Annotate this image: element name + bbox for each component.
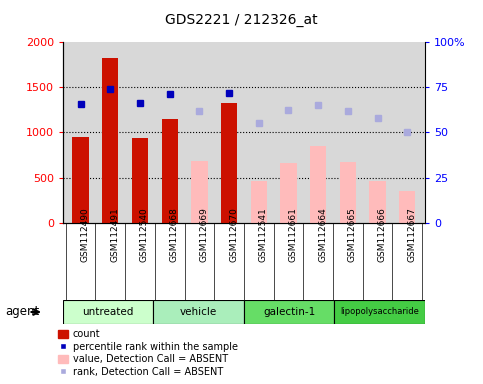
Text: agent: agent <box>5 306 39 318</box>
Text: GSM112661: GSM112661 <box>288 207 298 262</box>
Bar <box>221 103 237 223</box>
Text: GSM112664: GSM112664 <box>318 207 327 262</box>
Bar <box>369 181 386 223</box>
Text: GSM112667: GSM112667 <box>407 207 416 262</box>
Bar <box>244 300 334 324</box>
Text: GSM112669: GSM112669 <box>199 207 208 262</box>
Bar <box>399 191 415 223</box>
Bar <box>154 300 244 324</box>
Bar <box>335 300 425 324</box>
Text: galectin-1: galectin-1 <box>263 307 315 317</box>
Text: GSM112541: GSM112541 <box>259 207 268 262</box>
Bar <box>191 161 208 223</box>
Bar <box>280 163 297 223</box>
Legend: count, percentile rank within the sample, value, Detection Call = ABSENT, rank, : count, percentile rank within the sample… <box>58 329 238 377</box>
Bar <box>63 300 154 324</box>
Text: lipopolysaccharide: lipopolysaccharide <box>341 308 419 316</box>
Text: GSM112540: GSM112540 <box>140 207 149 262</box>
Text: GSM112668: GSM112668 <box>170 207 179 262</box>
Text: GSM112490: GSM112490 <box>81 207 90 262</box>
Bar <box>161 119 178 223</box>
Bar <box>310 146 327 223</box>
Text: GSM112491: GSM112491 <box>110 207 119 262</box>
Bar <box>132 138 148 223</box>
Bar <box>102 58 118 223</box>
Bar <box>72 137 89 223</box>
Text: GSM112665: GSM112665 <box>348 207 357 262</box>
Text: vehicle: vehicle <box>180 307 217 317</box>
Text: GSM112666: GSM112666 <box>378 207 386 262</box>
Text: GDS2221 / 212326_at: GDS2221 / 212326_at <box>165 13 318 27</box>
Bar <box>251 181 267 223</box>
Text: untreated: untreated <box>83 307 134 317</box>
Bar <box>340 162 356 223</box>
Text: GSM112670: GSM112670 <box>229 207 238 262</box>
